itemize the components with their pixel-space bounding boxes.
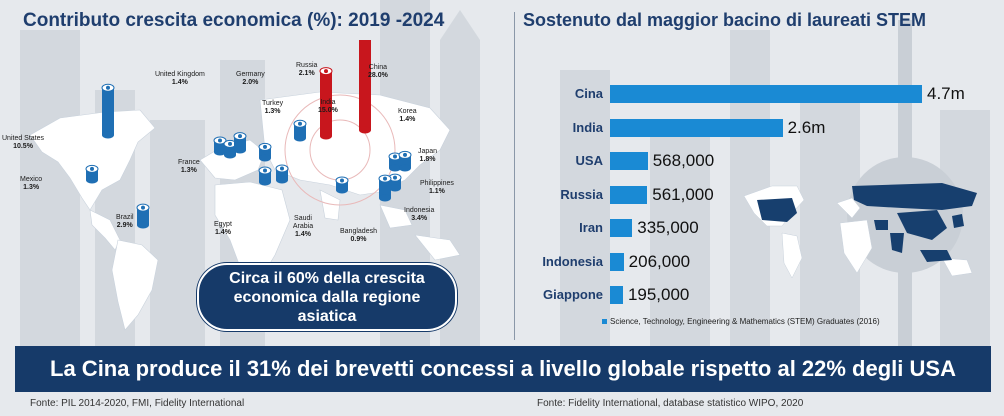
stem-value-label: 561,000 [652,184,714,204]
asia-callout: Circa il 60% della crescita economica da… [197,263,457,331]
stem-bar-giappone [610,286,623,304]
label-egypt: Egypt 1.4% [214,221,232,236]
stem-bar-cina [610,85,922,103]
stem-category-label: Iran [579,220,603,235]
bar-russia [293,119,307,142]
stem-bar-russia [610,185,648,204]
bar-saudi-arabia [275,164,289,184]
stem-world-map [743,183,977,279]
bar-bangladesh [335,176,349,194]
bar-united-kingdom [213,136,227,156]
label-united-kingdom: United Kingdom 1.4% [155,71,205,86]
stem-category-label: Cina [574,86,603,101]
label-indonesia: Indonesia 3.4% [404,207,435,222]
stem-value-label: 2.6m [787,117,826,137]
bar-japan [398,150,412,172]
patents-banner: La Cina produce il 31% dei brevetti conc… [15,346,991,392]
label-russia: Russia 2.1% [296,62,318,77]
label-france: France 1.3% [178,159,200,174]
label-korea: Korea 1.4% [398,108,417,123]
stem-category-label: USA [575,153,603,168]
stem-value-label: 568,000 [652,151,715,170]
bar-egypt [258,166,272,186]
left-source: Fonte: PIL 2014-2020, FMI, Fidelity Inte… [30,398,245,409]
stem-value-label: 335,000 [637,218,699,237]
bar-mexico [85,164,99,184]
bar-brazil [136,203,150,229]
label-india: India 15.0% [318,99,338,114]
label-united-states: United States 10.5% [2,135,45,150]
label-japan: Japan 1.8% [418,148,438,163]
stem-bar-india [610,118,783,137]
bar-turkey [258,142,272,162]
stem-category-label: India [572,119,603,135]
bar-india [319,67,333,140]
stem-value-label: 195,000 [627,285,690,304]
stem-category-label: Giappone [543,287,603,302]
bar-korea [388,152,402,172]
bar-indonesia [378,174,392,202]
right-source: Fonte: Fidelity International, database … [537,398,804,409]
label-china: China 28.0% [368,64,388,79]
label-bangladesh: Bangladesh 0.9% [340,228,377,243]
bar-united-states [101,83,115,139]
label-germany: Germany 2.0% [236,71,265,86]
label-turkey: Turkey 1.3% [262,100,284,115]
stem-bar-iran [610,219,633,237]
panel-divider [514,12,515,340]
label-brazil: Brazil 2.9% [116,214,134,229]
stem-category-label: Indonesia [542,253,603,269]
stem-bar-usa [610,152,648,170]
bar-philippines [388,173,402,192]
stem-value-label: 4.7m [927,84,965,103]
stem-category-label: Russia [560,186,603,202]
left-title: Contributo crescita economica (%): 2019 … [23,10,445,31]
bar-china [359,40,371,134]
bar-germany [233,132,247,154]
right-title: Sostenuto dal maggior bacino di laureati… [523,10,927,30]
label-saudi-arabia: Saudi Arabia 1.4% [292,215,314,238]
stem-legend: Science, Technology, Engineering & Mathe… [602,317,880,326]
label-philippines: Philippines 1.1% [420,180,454,195]
legend-swatch [602,319,607,325]
stem-value-label: 206,000 [628,251,691,271]
stem-bar-indonesia [610,252,624,271]
label-mexico: Mexico 1.3% [20,176,43,191]
